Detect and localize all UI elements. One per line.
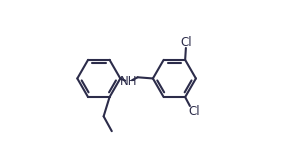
Text: Cl: Cl: [188, 105, 200, 118]
Text: Cl: Cl: [181, 36, 192, 49]
Text: NH: NH: [120, 75, 137, 88]
